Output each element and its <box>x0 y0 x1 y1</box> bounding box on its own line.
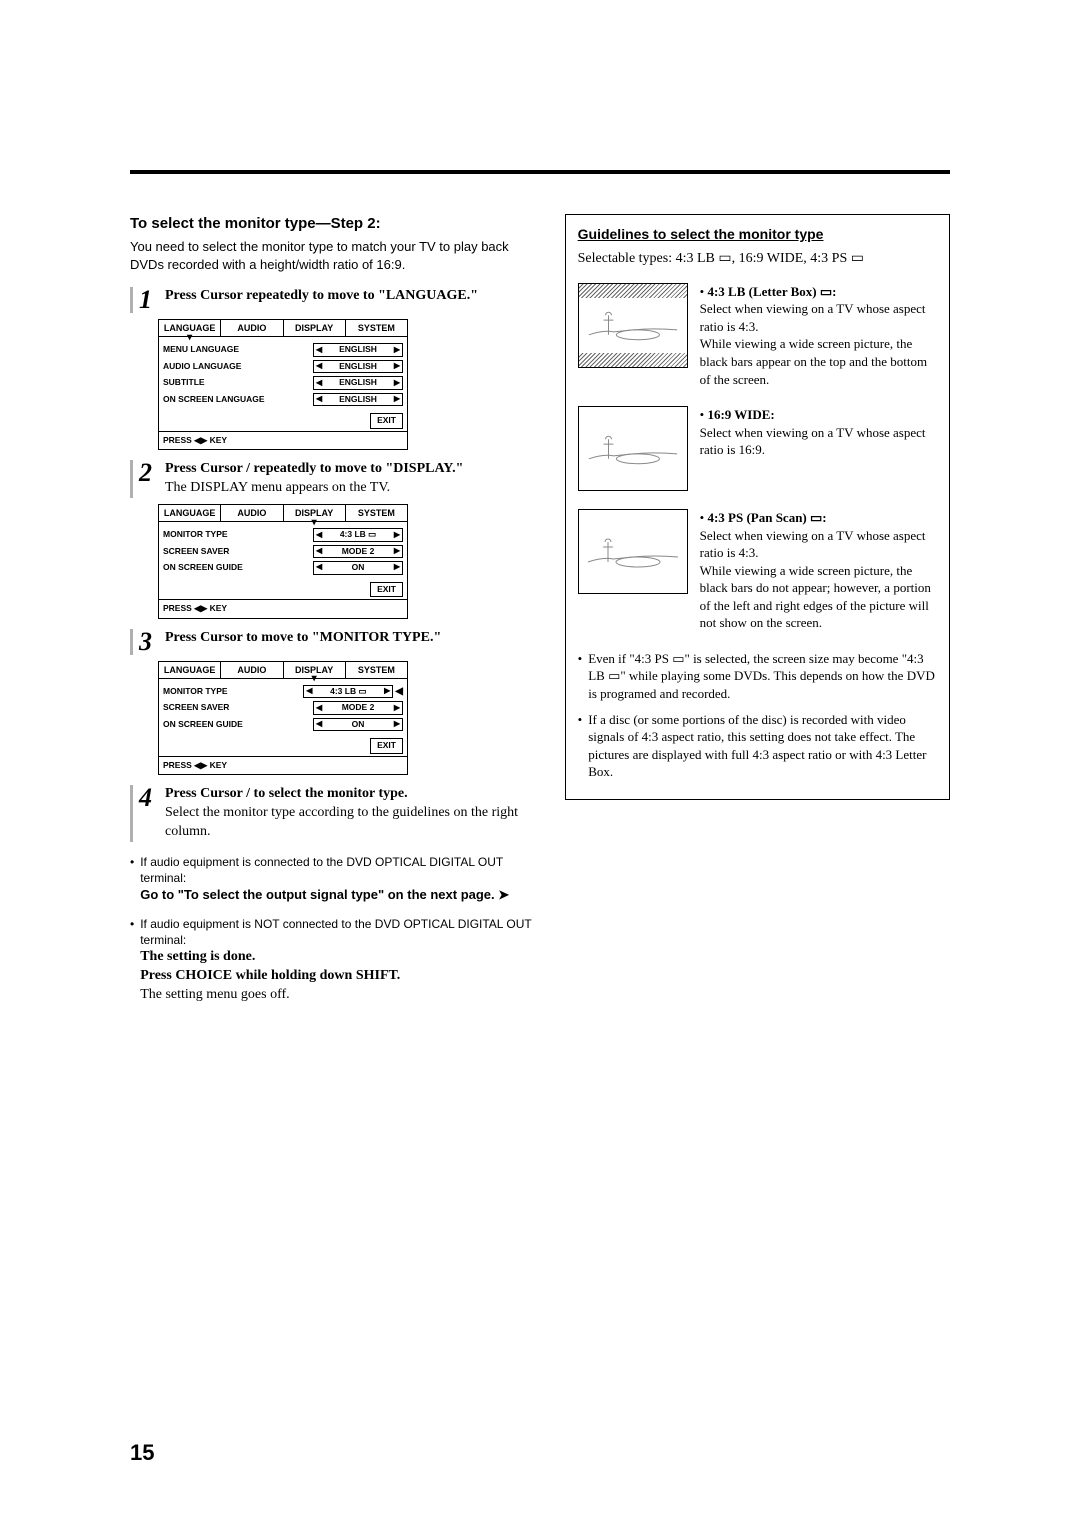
menu-row: MONITOR TYPE ◀4:3 LB ▭▶ <box>163 528 403 541</box>
bullet-text: If audio equipment is connected to the D… <box>140 854 534 904</box>
menu-tab: LANGUAGE <box>159 662 221 678</box>
menu-tab: AUDIO <box>221 320 283 336</box>
menu-row-label: ON SCREEN GUIDE <box>163 719 243 730</box>
menu-tab: DISPLAY <box>284 505 346 521</box>
menu-row-label: SCREEN SAVER <box>163 702 229 713</box>
step: 3Press Cursor to move to "MONITOR TYPE." <box>130 629 535 655</box>
guide-row: • 4:3 LB (Letter Box) ▭:Select when view… <box>578 283 937 388</box>
step: 1Press Cursor repeatedly to move to "LAN… <box>130 287 535 313</box>
bullet-item: •If audio equipment is connected to the … <box>130 854 535 904</box>
guide-note: •Even if "4:3 PS ▭" is selected, the scr… <box>578 650 937 703</box>
menu-panel: LANGUAGEAUDIODISPLAYSYSTEM MONITOR TYPE ◀4… <box>158 661 408 776</box>
menu-row-label: MONITOR TYPE <box>163 529 228 540</box>
main-columns: To select the monitor type—Step 2: You n… <box>130 214 950 1017</box>
guide-row: • 4:3 PS (Pan Scan) ▭:Select when viewin… <box>578 509 937 632</box>
left-column: To select the monitor type—Step 2: You n… <box>130 214 535 1017</box>
menu-exit: EXIT <box>370 738 403 753</box>
step-instruction: Press Cursor repeatedly to move to "LANG… <box>165 287 535 306</box>
menu-value: ◀ENGLISH▶ <box>313 343 403 356</box>
menu-exit: EXIT <box>370 582 403 597</box>
menu-value: ◀ON▶ <box>313 718 403 731</box>
menu-row: ON SCREEN GUIDE ◀ON▶ <box>163 561 403 574</box>
step-note: Select the monitor type according to the… <box>165 804 535 842</box>
menu-row: SUBTITLE ◀ENGLISH▶ <box>163 376 403 389</box>
guide-text: • 4:3 PS (Pan Scan) ▭:Select when viewin… <box>700 509 937 632</box>
menu-value: ◀MODE 2▶ <box>313 545 403 558</box>
page-number: 15 <box>130 1438 154 1468</box>
step-instruction: Press Cursor to move to "MONITOR TYPE." <box>165 629 535 648</box>
menu-panel: LANGUAGEAUDIODISPLAYSYSTEM MENU LANGUAGE ◀… <box>158 319 408 450</box>
menu-tab: LANGUAGE <box>159 320 221 336</box>
bullet-dot: • <box>130 916 134 1005</box>
menu-tab: SYSTEM <box>346 505 407 521</box>
menu-row-label: SUBTITLE <box>163 377 205 388</box>
step-number: 1 <box>139 287 161 313</box>
menu-tab: AUDIO <box>221 662 283 678</box>
menu-tab: SYSTEM <box>346 662 407 678</box>
guidelines-box: Guidelines to select the monitor type Se… <box>565 214 950 800</box>
guide-row: • 16:9 WIDE:Select when viewing on a TV … <box>578 406 937 491</box>
step: 4Press Cursor / to select the monitor ty… <box>130 785 535 842</box>
step-number: 4 <box>139 785 161 811</box>
menu-row-label: SCREEN SAVER <box>163 546 229 557</box>
menu-row-label: MONITOR TYPE <box>163 686 228 697</box>
step-note: The DISPLAY menu appears on the TV. <box>165 479 535 498</box>
step-instruction: Press Cursor / to select the monitor typ… <box>165 785 535 804</box>
selectable-types: Selectable types: 4:3 LB ▭, 16:9 WIDE, 4… <box>578 250 937 269</box>
section-title: To select the monitor type—Step 2: <box>130 214 535 234</box>
menu-value: ◀ENGLISH▶ <box>313 376 403 389</box>
menu-value: ◀MODE 2▶ <box>313 701 403 714</box>
right-column: Guidelines to select the monitor type Se… <box>565 214 950 1017</box>
intro-text: You need to select the monitor type to m… <box>130 238 535 273</box>
step: 2Press Cursor / repeatedly to move to "D… <box>130 460 535 498</box>
menu-row: ON SCREEN GUIDE ◀ON▶ <box>163 718 403 731</box>
highlight-arrow-icon: ◀ <box>395 685 403 699</box>
top-rule <box>130 170 950 174</box>
guidelines-title: Guidelines to select the monitor type <box>578 225 937 244</box>
menu-value: ◀4:3 LB ▭▶ <box>303 685 393 698</box>
menu-row-label: ON SCREEN LANGUAGE <box>163 394 265 405</box>
menu-row: MONITOR TYPE ◀4:3 LB ▭▶◀ <box>163 685 403 699</box>
menu-row: SCREEN SAVER ◀MODE 2▶ <box>163 545 403 558</box>
bullet-dot: • <box>130 854 134 904</box>
menu-row-label: MENU LANGUAGE <box>163 344 239 355</box>
menu-value: ◀ON▶ <box>313 561 403 574</box>
bullet-text: If audio equipment is NOT connected to t… <box>140 916 534 1005</box>
guide-note: •If a disc (or some portions of the disc… <box>578 711 937 781</box>
menu-value: ◀ENGLISH▶ <box>313 393 403 406</box>
step-number: 2 <box>139 460 161 486</box>
menu-footer: PRESS ◀▶ KEY <box>159 431 407 449</box>
guide-text: • 4:3 LB (Letter Box) ▭:Select when view… <box>700 283 937 388</box>
menu-row-label: ON SCREEN GUIDE <box>163 562 243 573</box>
menu-row-label: AUDIO LANGUAGE <box>163 361 241 372</box>
menu-tab: AUDIO <box>221 505 283 521</box>
bullet-item: •If audio equipment is NOT connected to … <box>130 916 535 1005</box>
menu-footer: PRESS ◀▶ KEY <box>159 599 407 617</box>
guide-text: • 16:9 WIDE:Select when viewing on a TV … <box>700 406 937 459</box>
menu-row: ON SCREEN LANGUAGE ◀ENGLISH▶ <box>163 393 403 406</box>
menu-tab: DISPLAY <box>284 320 346 336</box>
menu-row: MENU LANGUAGE ◀ENGLISH▶ <box>163 343 403 356</box>
menu-footer: PRESS ◀▶ KEY <box>159 756 407 774</box>
aspect-illustration <box>578 406 688 491</box>
step-number: 3 <box>139 629 161 655</box>
menu-value: ◀ENGLISH▶ <box>313 360 403 373</box>
arrow-icon: ➤ <box>498 887 509 902</box>
menu-row: AUDIO LANGUAGE ◀ENGLISH▶ <box>163 360 403 373</box>
aspect-illustration <box>578 509 688 594</box>
menu-panel: LANGUAGEAUDIODISPLAYSYSTEM MONITOR TYPE ◀4… <box>158 504 408 618</box>
menu-tab: LANGUAGE <box>159 505 221 521</box>
menu-tab: SYSTEM <box>346 320 407 336</box>
menu-value: ◀4:3 LB ▭▶ <box>313 528 403 541</box>
aspect-illustration <box>578 283 688 368</box>
menu-tab: DISPLAY <box>284 662 346 678</box>
step-instruction: Press Cursor / repeatedly to move to "DI… <box>165 460 535 479</box>
menu-row: SCREEN SAVER ◀MODE 2▶ <box>163 701 403 714</box>
menu-exit: EXIT <box>370 413 403 428</box>
